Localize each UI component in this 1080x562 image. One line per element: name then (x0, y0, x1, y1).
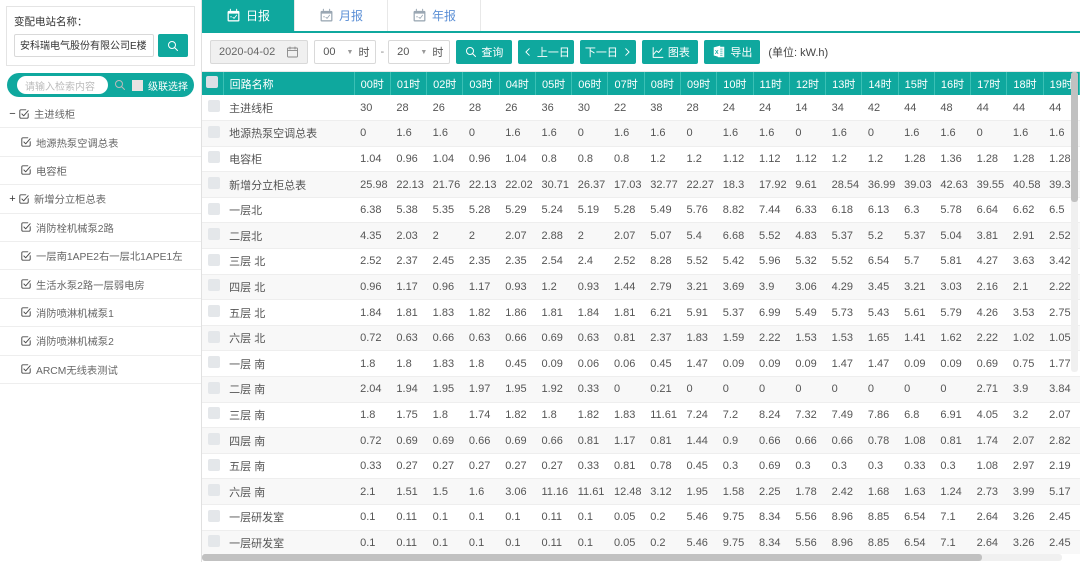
svg-text:X: X (715, 50, 719, 56)
